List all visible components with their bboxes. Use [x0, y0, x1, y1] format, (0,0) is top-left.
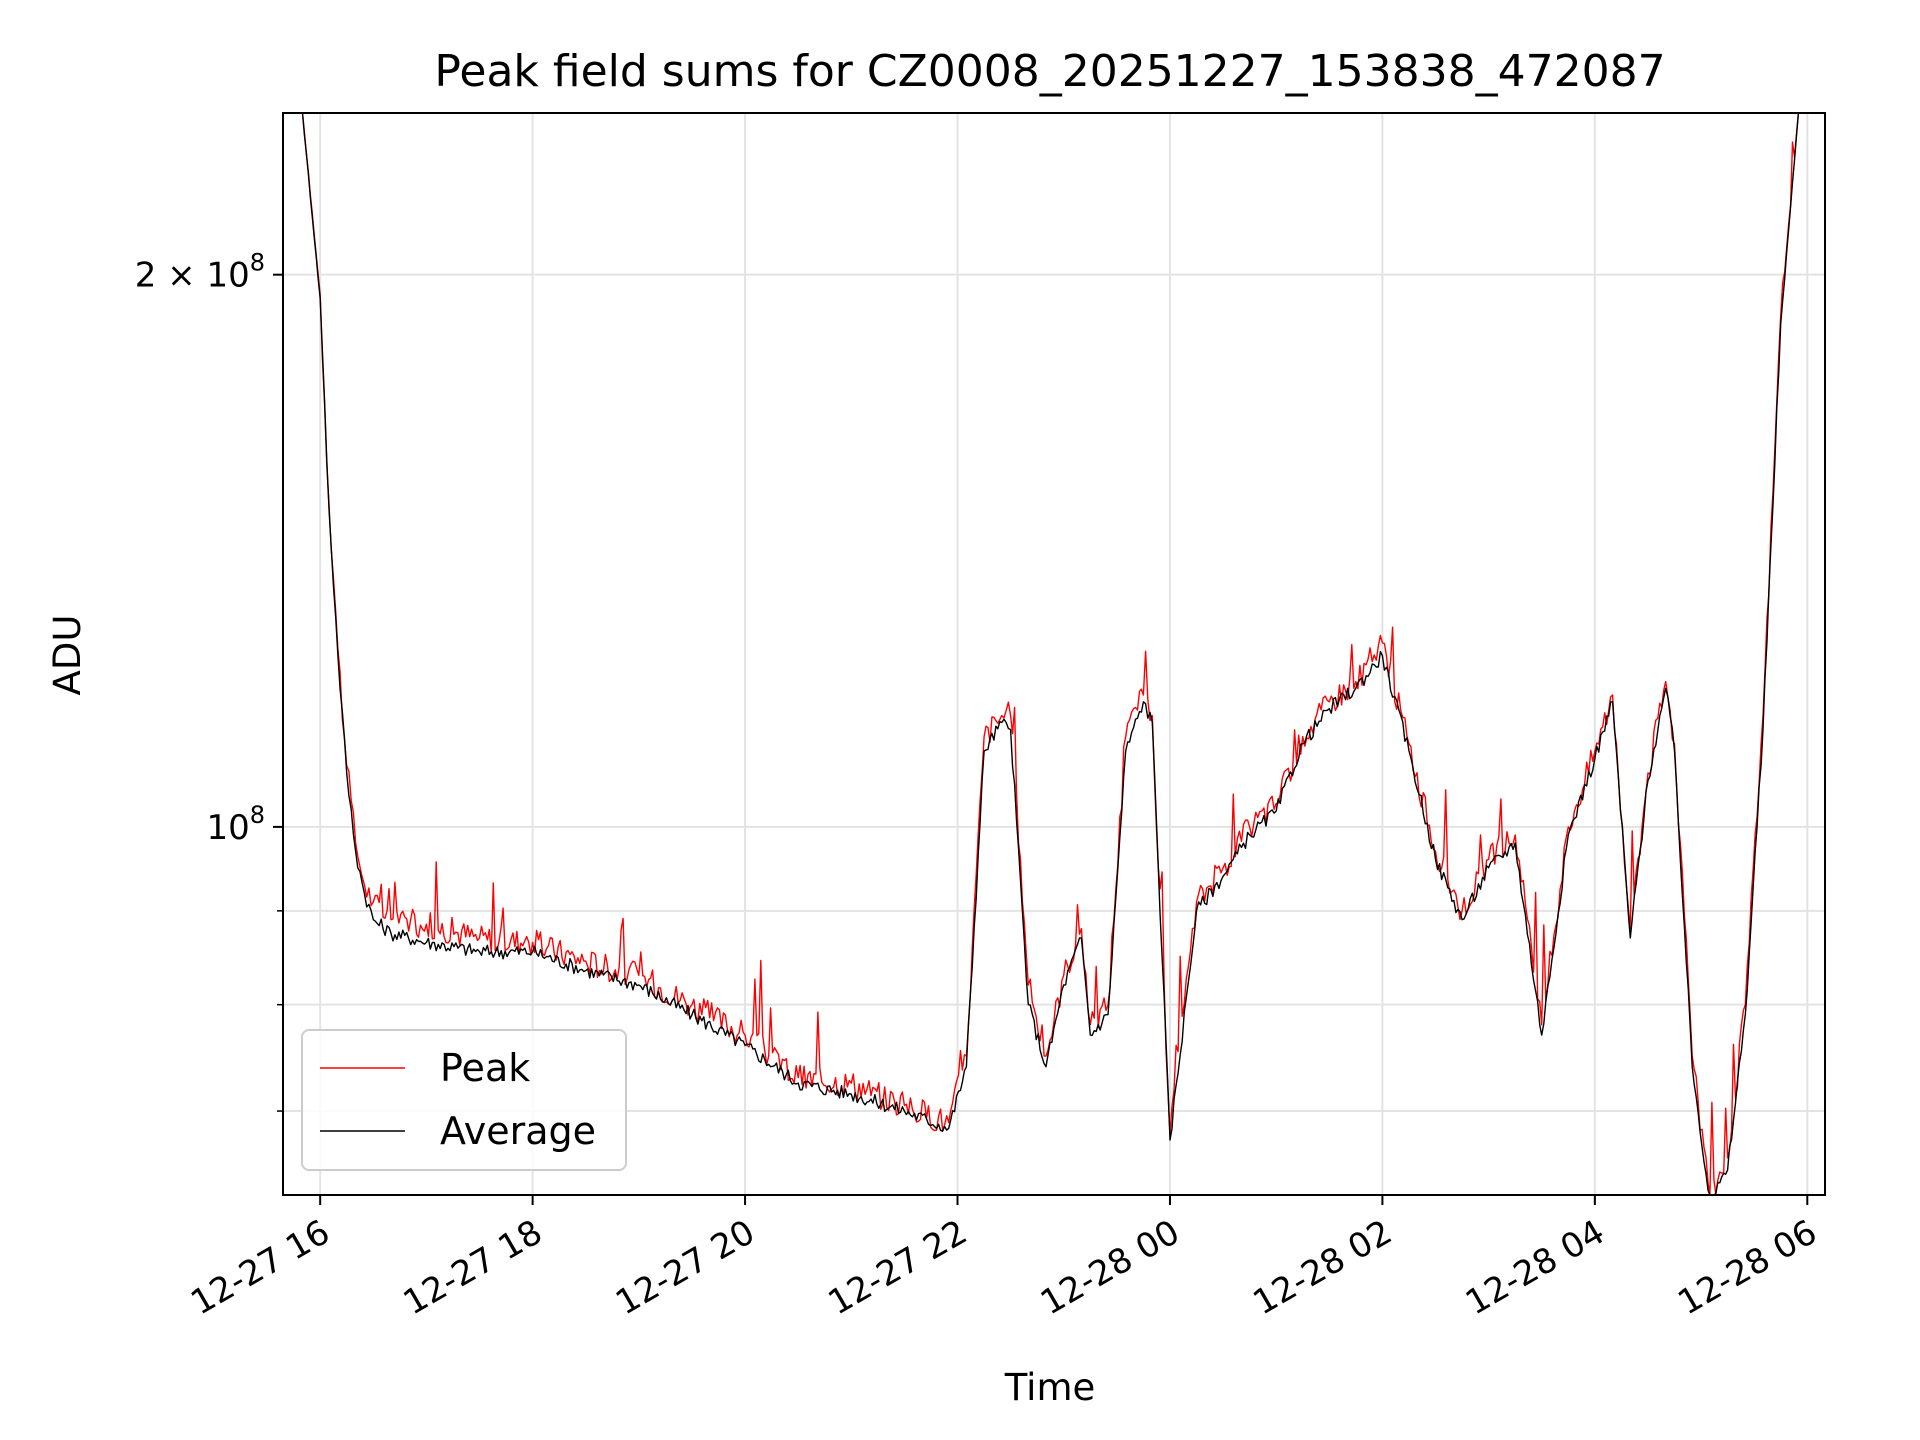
y-tick-label: 2 × 108	[135, 249, 265, 296]
legend-box	[301, 1029, 627, 1171]
series-line-average	[301, 112, 1800, 1196]
y-axis: 108 2 × 108	[135, 249, 283, 1112]
chart-title: Peak field sums for CZ0008_20251227_1538…	[434, 46, 1665, 97]
series-line-peak	[301, 112, 1800, 1196]
x-axis-label: Time	[1004, 1366, 1096, 1409]
legend-label-peak: Peak	[440, 1046, 530, 1090]
plot-frame	[282, 112, 1826, 1196]
y-tick-label: 108	[206, 801, 265, 848]
legend: Peak Average	[301, 1029, 627, 1171]
series-layer	[301, 112, 1800, 1196]
legend-label-average: Average	[440, 1109, 596, 1153]
y-axis-label: ADU	[46, 615, 89, 696]
